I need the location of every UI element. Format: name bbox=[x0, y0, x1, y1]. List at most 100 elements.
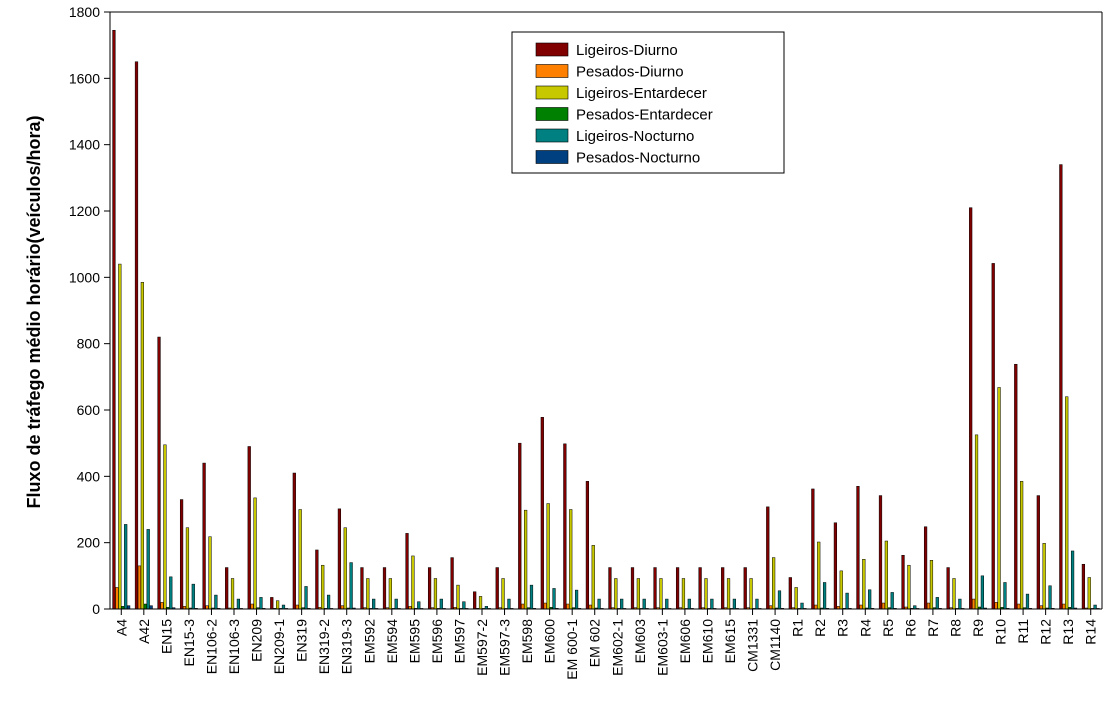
x-tick-label: R10 bbox=[993, 619, 1009, 645]
legend-label: Ligeiros-Nocturno bbox=[576, 128, 694, 145]
bar bbox=[1062, 603, 1066, 610]
bar bbox=[433, 578, 438, 610]
bar bbox=[1003, 582, 1007, 610]
bar bbox=[687, 598, 691, 610]
bar bbox=[366, 578, 370, 610]
legend-label: Ligeiros-Entardecer bbox=[576, 85, 707, 102]
y-tick-label: 0 bbox=[92, 601, 100, 617]
x-tick-label: A42 bbox=[136, 619, 152, 644]
x-tick-label: EM597-3 bbox=[497, 619, 513, 676]
bar bbox=[281, 604, 286, 610]
bar bbox=[817, 541, 821, 610]
bar bbox=[140, 282, 144, 610]
x-tick-label: EM592 bbox=[361, 619, 377, 664]
bar bbox=[214, 594, 218, 610]
x-tick-label: EM598 bbox=[519, 619, 535, 664]
bar bbox=[574, 589, 579, 610]
x-tick-label: EM610 bbox=[699, 619, 715, 664]
bar bbox=[710, 598, 714, 610]
x-tick-label: EM595 bbox=[406, 619, 422, 664]
x-tick-label: R9 bbox=[970, 619, 986, 637]
bar bbox=[292, 472, 296, 610]
bar bbox=[1059, 164, 1063, 610]
bar bbox=[524, 509, 528, 610]
x-tick-label: R2 bbox=[812, 619, 828, 637]
bar bbox=[191, 583, 195, 610]
bar bbox=[185, 527, 190, 610]
bar bbox=[259, 597, 263, 610]
y-tick-label: 600 bbox=[77, 402, 101, 418]
bar bbox=[552, 588, 556, 610]
bar bbox=[881, 602, 886, 610]
plot-frame bbox=[109, 11, 1103, 609]
x-tick-label: R4 bbox=[857, 619, 873, 637]
bar bbox=[157, 336, 161, 610]
x-tick-label: EN319 bbox=[294, 619, 310, 662]
bar bbox=[642, 598, 646, 610]
bar bbox=[755, 598, 759, 610]
bar bbox=[907, 564, 911, 610]
bar bbox=[247, 446, 251, 610]
bar bbox=[304, 586, 308, 610]
bar bbox=[800, 602, 804, 610]
bar bbox=[946, 567, 950, 610]
bar bbox=[563, 443, 567, 610]
bar bbox=[276, 600, 280, 610]
y-tick-label: 200 bbox=[77, 535, 101, 551]
bar bbox=[732, 598, 736, 610]
legend-label: Pesados-Entardecer bbox=[576, 107, 713, 124]
bar bbox=[253, 497, 257, 610]
bar bbox=[868, 589, 872, 610]
legend-label: Ligeiros-Diurno bbox=[576, 42, 678, 59]
bar bbox=[1070, 550, 1075, 610]
legend-label: Pesados-Nocturno bbox=[576, 150, 700, 167]
x-tick-label: EN209-1 bbox=[271, 619, 287, 674]
x-tick-label: R7 bbox=[925, 619, 941, 637]
bar bbox=[382, 567, 387, 610]
x-tick-label: R12 bbox=[1038, 619, 1054, 645]
bar bbox=[952, 578, 956, 610]
bar bbox=[636, 578, 640, 610]
bar bbox=[230, 578, 235, 610]
bar bbox=[698, 567, 702, 610]
x-tick-label: EN209 bbox=[249, 619, 265, 662]
x-axis: A4 A42 EN15 EN15-3 EN106-2 EN106-3 EN209 EN209-… bbox=[110, 608, 1102, 680]
legend: Ligeiros-Diurno Pesados-Diurno Ligeiros-En… bbox=[511, 31, 785, 174]
bar bbox=[372, 598, 376, 610]
x-tick-label: CM1140 bbox=[767, 619, 783, 671]
bar bbox=[225, 567, 229, 610]
x-tick-label: EM 602 bbox=[587, 619, 603, 667]
y-tick-label: 1200 bbox=[69, 203, 100, 219]
bar bbox=[935, 597, 939, 610]
bar bbox=[160, 602, 164, 610]
bar bbox=[450, 557, 454, 610]
bar bbox=[597, 598, 601, 610]
bar bbox=[388, 578, 392, 610]
x-tick-label: EM606 bbox=[677, 619, 693, 664]
bar bbox=[507, 598, 511, 610]
bar bbox=[856, 486, 860, 610]
bar bbox=[1065, 396, 1069, 610]
y-tick-label: 1000 bbox=[69, 269, 100, 285]
x-tick-label: EN319-2 bbox=[316, 619, 332, 674]
bar bbox=[473, 591, 477, 610]
bar bbox=[926, 602, 931, 610]
bar bbox=[681, 578, 686, 610]
x-tick-label: EM603-1 bbox=[654, 619, 670, 676]
x-tick-label: EM615 bbox=[722, 619, 738, 664]
bar bbox=[478, 596, 483, 610]
bar bbox=[163, 444, 167, 610]
bar bbox=[546, 503, 550, 610]
x-tick-label: R13 bbox=[1060, 619, 1076, 645]
x-tick-label: R11 bbox=[1015, 619, 1031, 644]
bar bbox=[749, 578, 753, 610]
bar bbox=[112, 29, 116, 610]
legend-swatch bbox=[535, 85, 569, 100]
bar bbox=[878, 495, 883, 610]
x-tick-label: R14 bbox=[1083, 619, 1099, 645]
y-tick-label: 1600 bbox=[69, 70, 100, 86]
bar bbox=[202, 462, 206, 610]
bar bbox=[236, 598, 240, 610]
bar bbox=[394, 598, 398, 610]
bar bbox=[118, 263, 122, 610]
